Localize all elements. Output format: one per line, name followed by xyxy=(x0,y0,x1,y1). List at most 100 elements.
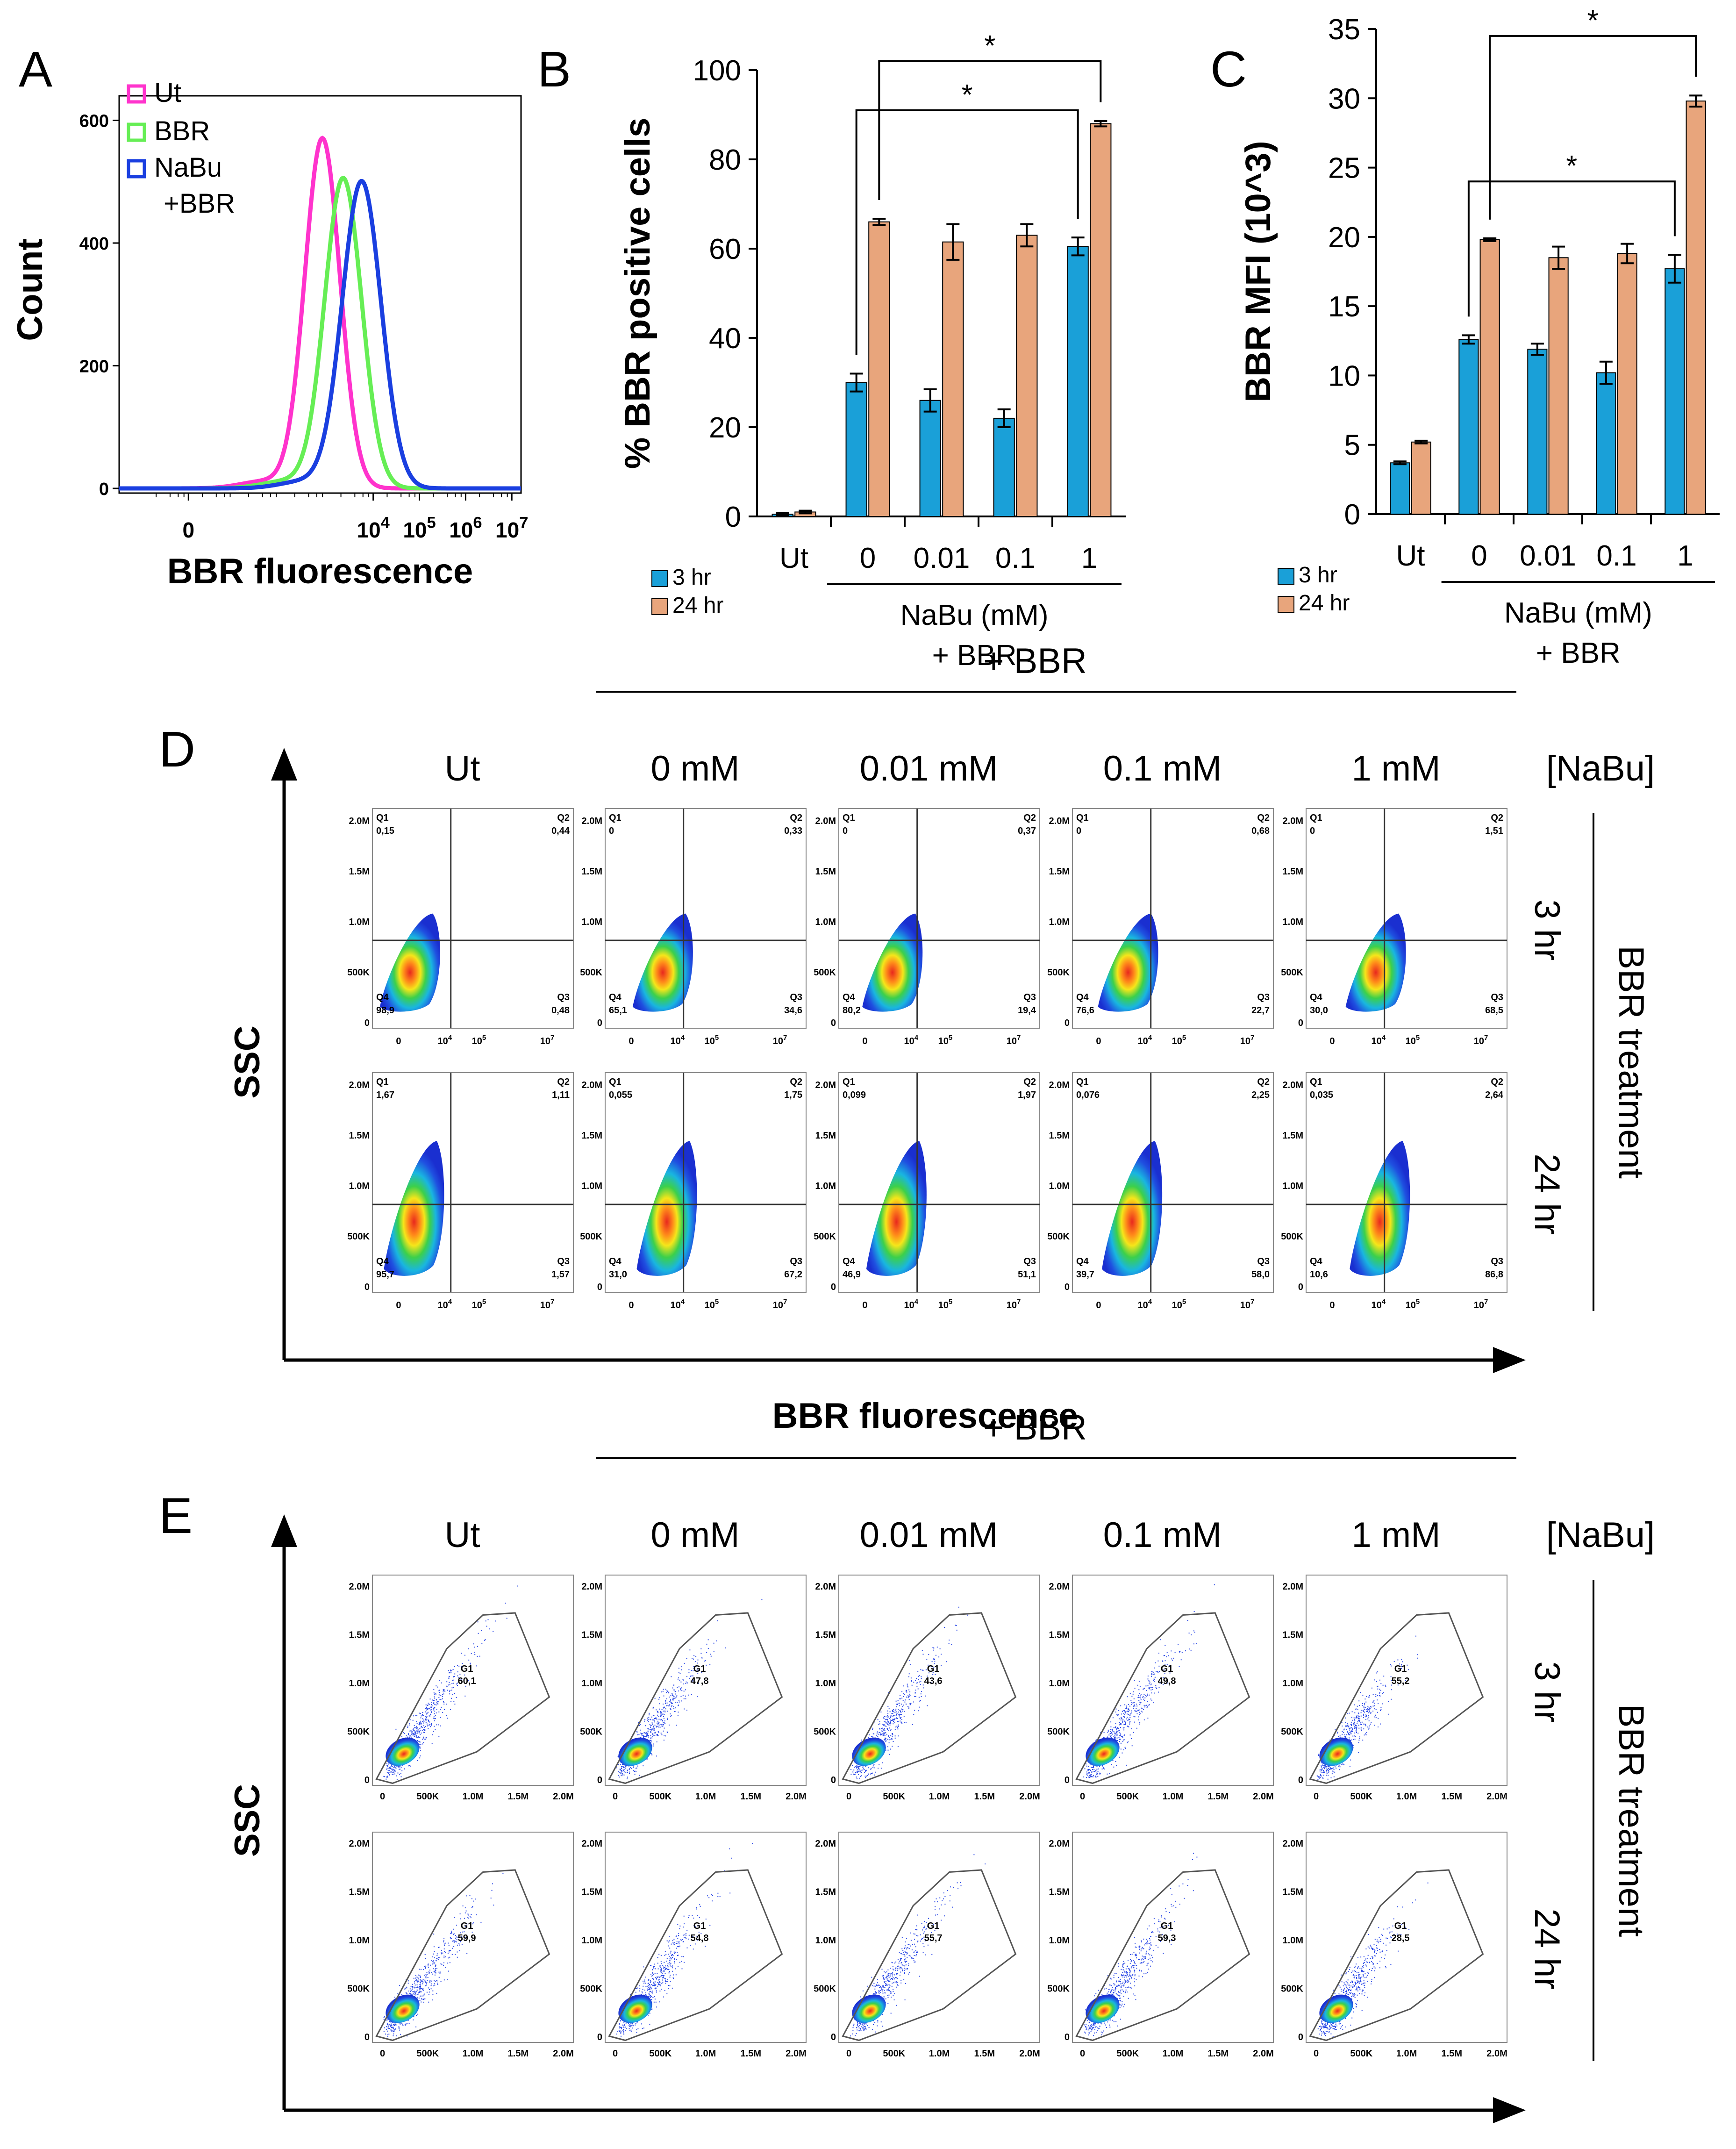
y-tick-label: 500K xyxy=(347,1727,370,1737)
y-tick-label: 500K xyxy=(1281,1232,1303,1242)
quadrant-value: 0,44 xyxy=(551,826,570,836)
error-bar xyxy=(1552,245,1565,270)
category-label: Ut xyxy=(779,542,808,574)
y-tick-label: 1.0M xyxy=(1049,917,1070,927)
bar-3hr-3 xyxy=(1596,372,1616,515)
y-tick-label: 2.0M xyxy=(349,1839,370,1849)
legend-label: NaBu xyxy=(154,152,222,183)
quadrant-name: Q1 xyxy=(843,1077,855,1087)
density-blob xyxy=(862,913,923,1012)
column-label: Ut xyxy=(445,1515,480,1555)
x-tick-label: 0 xyxy=(1314,1791,1319,1802)
x-tick-label: 107 xyxy=(773,1034,787,1046)
x-tick-label: 500K xyxy=(1350,2049,1372,2059)
y-tick-label: 2.0M xyxy=(815,816,836,826)
error-bar xyxy=(850,372,863,393)
x-tick-label: 107 xyxy=(1007,1298,1021,1311)
density-core xyxy=(618,1994,652,2023)
flow-plot: 2.0M 1.5M 1.0M 500K 0 0 104 105 107 Q1 0,099 Q2 1,97… xyxy=(814,1072,1040,1311)
y-tick-label: 500K xyxy=(814,967,836,978)
scatter-dots xyxy=(616,1599,763,1779)
y-tick-label: 2.0M xyxy=(582,1080,602,1090)
gate-polygon xyxy=(608,1612,783,1784)
quadrant-name: Q1 xyxy=(376,1077,389,1087)
quadrant-value: 1,75 xyxy=(784,1090,802,1100)
density-blob xyxy=(636,1141,697,1276)
y-tick-label: 1.5M xyxy=(815,1630,836,1640)
y-tick-label: 600 xyxy=(79,112,109,131)
gate-value: 55,7 xyxy=(924,1933,943,1943)
x-tick-label: 0 xyxy=(1096,1036,1101,1046)
gate-value: 49,8 xyxy=(1158,1676,1176,1686)
quadrant-value: 2,25 xyxy=(1251,1090,1270,1100)
error-bar xyxy=(1020,223,1034,248)
y-tick-label: 1.0M xyxy=(349,1935,370,1946)
x-tick-label: 105 xyxy=(472,1034,486,1046)
y-tick-label: 2.0M xyxy=(1049,1582,1070,1592)
bbr-header: + BBR xyxy=(983,1408,1087,1447)
quadrant-name: Q3 xyxy=(557,1256,570,1267)
column-label: 0.1 mM xyxy=(1103,749,1222,788)
x-axis-label: BBR fluorescence xyxy=(772,1396,1079,1436)
panel-e-gate-plots: + BBR Ut 0 mM 0.01 mM 0.1 mM 1 mM [NaBu] 3 hr 24… xyxy=(228,1408,1655,2149)
x-tick-label: 1.5M xyxy=(741,2049,761,2059)
x-tick-label: 1.5M xyxy=(1208,1791,1229,1802)
density-blob xyxy=(384,1141,444,1276)
density-core xyxy=(1319,1994,1353,2023)
y-tick-label: 500K xyxy=(580,1727,602,1737)
x-tick-label: 104 xyxy=(357,514,389,542)
y-tick-label: 2.0M xyxy=(582,1839,602,1849)
y-tick-label: 1.5M xyxy=(349,1887,370,1898)
y-tick-label: 0 xyxy=(831,1018,836,1028)
gate-value: 59,3 xyxy=(1158,1933,1176,1943)
panel-label-a: A xyxy=(19,41,52,97)
x-tick-label: 0 xyxy=(380,1791,385,1802)
error-bar xyxy=(1094,120,1107,128)
flow-plot: 2.0M 1.5M 1.0M 500K 0 0 104 105 107 Q1 1,67 Q2 1,11 Q… xyxy=(347,1072,574,1311)
y-tick-label: 200 xyxy=(79,357,109,377)
category-label: 0 xyxy=(860,542,876,574)
flow-plot-frame xyxy=(605,808,807,1029)
quadrant-name: Q1 xyxy=(1310,813,1322,823)
y-tick-label: 0 xyxy=(1064,1018,1070,1028)
x-tick-label: 104 xyxy=(904,1034,919,1046)
gate-polygon xyxy=(375,1612,550,1784)
quadrant-value: 0 xyxy=(1310,826,1315,836)
quadrant-value: 30,0 xyxy=(1310,1005,1328,1016)
column-label: 1 mM xyxy=(1352,749,1441,788)
bar-24hr-4 xyxy=(1686,100,1706,515)
y-tick-label: 500K xyxy=(814,1232,836,1242)
y-tick-label: 80 xyxy=(709,144,741,176)
y-tick-label: 2.0M xyxy=(349,816,370,826)
panel-a-histogram: 0 200 400 600 0 104 105 106 107 Ut BBR NaBu +BBR C… xyxy=(10,78,528,591)
y-tick-label: 1.0M xyxy=(1049,1678,1070,1689)
gate-polygon xyxy=(1309,1869,1484,2042)
x-tick-label: 2.0M xyxy=(786,2049,806,2059)
x-tick-label: 0 xyxy=(862,1036,867,1046)
y-tick-label: 1.0M xyxy=(1283,1181,1303,1191)
y-tick-label: 500K xyxy=(1281,1984,1303,1994)
panel-d-quadrant-plots: + BBR Ut 0 mM 0.01 mM 0.1 mM 1 mM [NaBu] 3 hr 24… xyxy=(228,641,1655,1436)
group-label: + BBR xyxy=(932,639,1017,672)
bar-24hr-1 xyxy=(868,221,890,517)
y-tick-label: 0 xyxy=(597,1018,602,1028)
quadrant-value: 0,076 xyxy=(1076,1090,1100,1100)
gate-name: G1 xyxy=(1394,1921,1407,1931)
gate-name: G1 xyxy=(693,1921,706,1931)
flow-plot: 2.0M 1.5M 1.0M 500K 0 0 500K 1.0M 1.5M 2.0M G1 47,8 xyxy=(580,1575,807,1802)
y-tick-label: 1.0M xyxy=(582,1678,602,1689)
flow-plot: 2.0M 1.5M 1.0M 500K 0 0 104 105 107 Q1 0 Q2 0,33 Q3 34… xyxy=(580,808,807,1046)
quadrant-name: Q3 xyxy=(1491,1256,1503,1267)
x-tick-label: 2.0M xyxy=(1019,1791,1040,1802)
quadrant-value: 1,57 xyxy=(551,1269,570,1280)
x-tick-label: 0 xyxy=(1329,1036,1335,1046)
category-label: Ut xyxy=(1396,540,1425,572)
flow-plot-frame xyxy=(372,1575,574,1786)
y-tick-label: 0 xyxy=(364,1775,370,1785)
error-bar xyxy=(1689,94,1703,108)
quadrant-name: Q4 xyxy=(376,992,389,1003)
x-tick-label: 0 xyxy=(182,518,194,542)
x-tick-label: 2.0M xyxy=(1253,2049,1273,2059)
row-label: 3 hr xyxy=(1527,1662,1567,1723)
x-tick-label: 107 xyxy=(1240,1298,1255,1311)
